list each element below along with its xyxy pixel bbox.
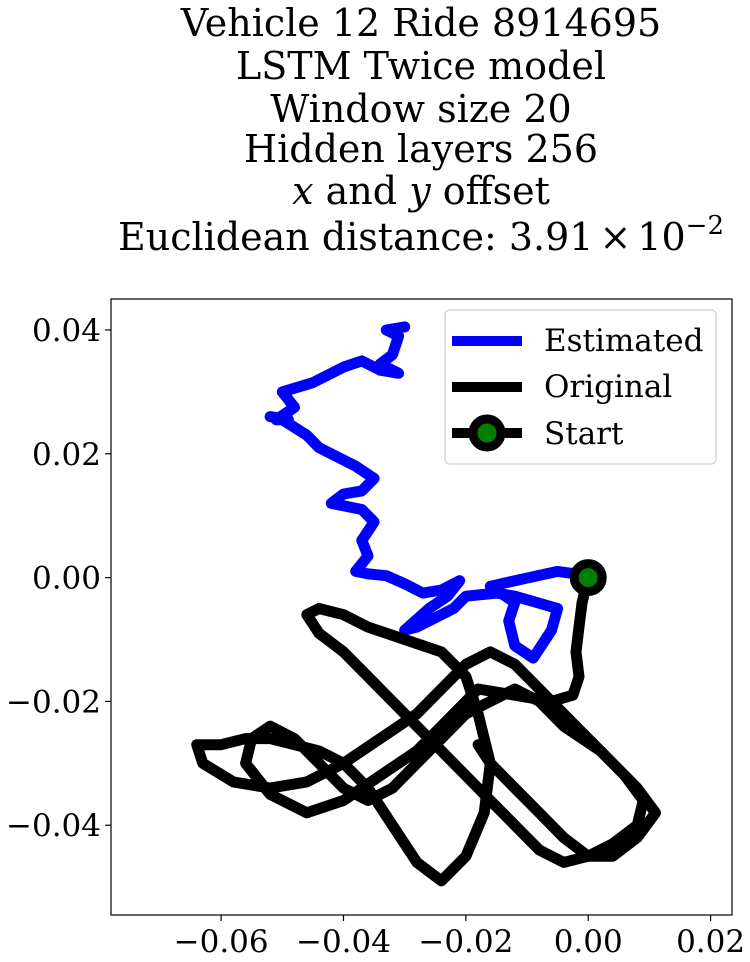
legend-label-original: Original	[544, 369, 672, 405]
legend-label-estimated: Estimated	[544, 323, 703, 359]
x-tick-label: 0.00	[554, 924, 623, 960]
y-axis: 0.04 0.02 0.00 −0.02 −0.04	[6, 313, 111, 844]
title-distance-prefix: Euclidean distance:	[118, 215, 509, 259]
title-line-4: Hidden layers 256	[244, 127, 598, 171]
x-axis: −0.06 −0.04 −0.02 0.00 0.02	[174, 915, 745, 960]
title-line-2: LSTM Twice model	[236, 44, 606, 88]
start-marker	[569, 559, 607, 597]
y-tick-label: 0.02	[32, 437, 101, 473]
title-distance-times: ×	[599, 215, 631, 259]
title-line-distance: Euclidean distance: 3.91 × 10−2	[118, 211, 724, 259]
title-line-offset: x and y offset	[292, 169, 550, 213]
title-line-1: Vehicle 12 Ride 8914695	[180, 1, 661, 45]
plot-frame	[110, 298, 733, 916]
y-tick-label: 0.00	[32, 561, 101, 597]
y-tick-label: −0.04	[6, 808, 101, 844]
y-tick-label: −0.02	[6, 684, 101, 720]
legend-box	[444, 309, 717, 465]
x-tick-label: −0.04	[296, 924, 391, 960]
title-line-3: Window size 20	[270, 87, 571, 131]
y-tick-label: 0.04	[32, 313, 101, 349]
x-tick-label: −0.02	[418, 924, 513, 960]
series-line-estimated	[264, 321, 594, 664]
chart-title: Vehicle 12 Ride 8914695 LSTM Twice model…	[118, 1, 724, 259]
legend-swatch-start-marker	[468, 414, 506, 452]
title-and: and	[314, 169, 410, 213]
title-var-x: x	[292, 169, 313, 213]
plot-series	[191, 321, 661, 887]
title-offset-suffix: offset	[431, 169, 550, 213]
title-distance-base: 10	[637, 215, 685, 259]
title-distance-exponent: −2	[686, 211, 724, 241]
legend-label-start: Start	[544, 416, 624, 452]
legend: Estimated Original Start	[444, 309, 717, 465]
x-tick-label: −0.06	[174, 924, 269, 960]
series-line-original	[191, 572, 661, 887]
x-tick-label: 0.02	[676, 924, 745, 960]
title-var-y: y	[407, 169, 431, 213]
title-distance-mantissa: 3.91	[509, 215, 594, 259]
